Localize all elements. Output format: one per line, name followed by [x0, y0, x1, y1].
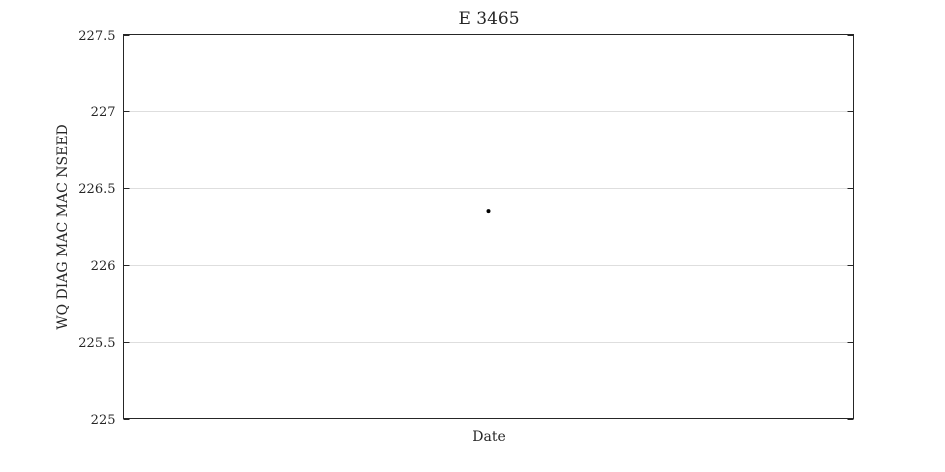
y-tick-label: 225.5 — [78, 336, 115, 351]
data-point — [486, 209, 491, 214]
y-axis-label: WQ DIAG MAC MAC NSEED — [55, 124, 71, 330]
grid-lines — [123, 111, 854, 343]
y-tick-label: 227.5 — [78, 29, 115, 44]
plot-area-frame — [123, 34, 854, 419]
chart-title: E 3465 — [458, 9, 519, 29]
data-points — [486, 209, 491, 214]
y-tick-label: 225 — [91, 413, 116, 428]
y-axis-tick-labels: 225 225.5 226 226.5 227 227.5 — [78, 29, 115, 428]
y-tick-label: 226.5 — [78, 182, 115, 197]
y-tick-label: 226 — [91, 259, 116, 274]
y-tick-label: 227 — [91, 105, 116, 120]
x-axis-label: Date — [472, 429, 505, 445]
y-axis-ticks — [123, 35, 854, 420]
